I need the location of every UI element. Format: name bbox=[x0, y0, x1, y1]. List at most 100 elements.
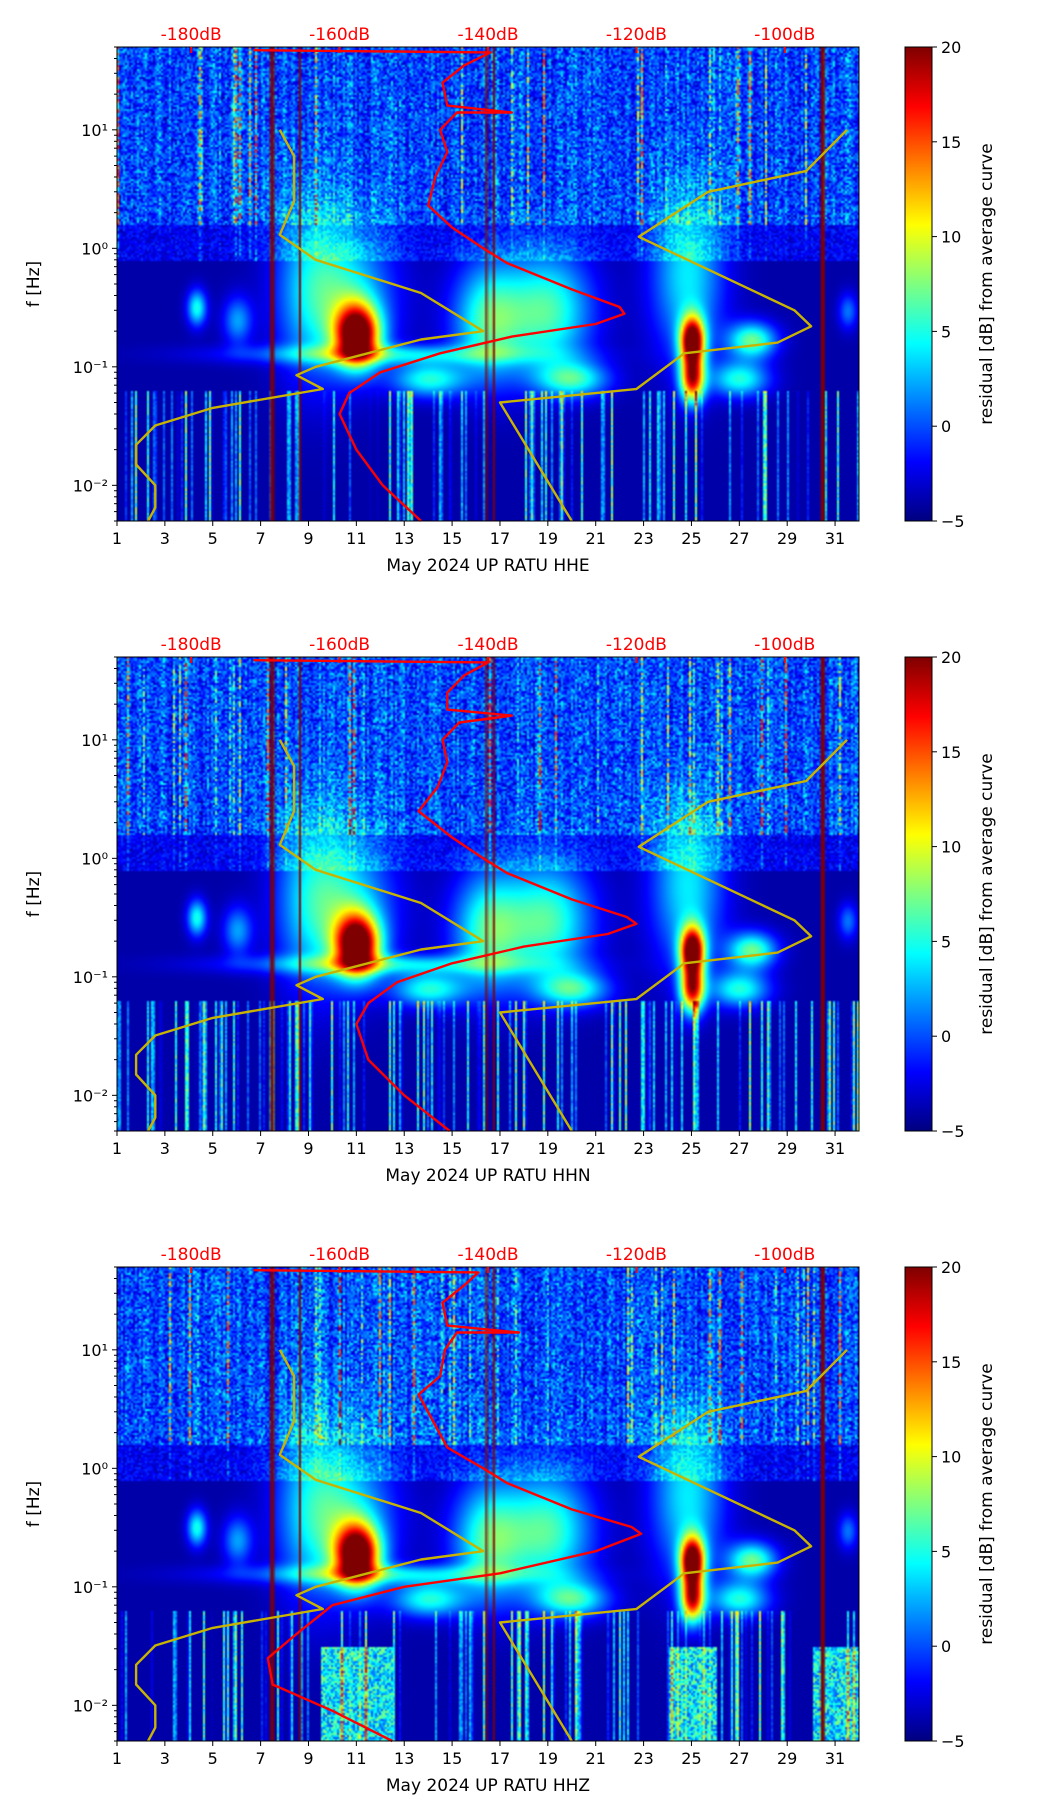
db-tick-label: -140dB bbox=[457, 635, 518, 655]
colorbar-tick-label: 10 bbox=[941, 1448, 961, 1467]
y-tick-label: 10⁻² bbox=[73, 476, 108, 495]
x-tick-label: 19 bbox=[538, 529, 558, 548]
colorbar-label: residual [dB] from average curve bbox=[977, 1363, 997, 1644]
colorbar-tick-label: 0 bbox=[941, 1637, 951, 1656]
colorbar-tick-label: 5 bbox=[941, 1542, 951, 1561]
x-tick-label: 17 bbox=[490, 1749, 510, 1768]
x-tick-label: 21 bbox=[586, 1139, 606, 1158]
x-tick-label: 13 bbox=[394, 529, 414, 548]
db-tick-label: -160dB bbox=[309, 1245, 370, 1265]
x-tick-label: 5 bbox=[208, 1749, 218, 1768]
x-tick-label: 25 bbox=[681, 529, 701, 548]
colorbar-tick-label: 15 bbox=[941, 1353, 961, 1372]
colorbar-label: residual [dB] from average curve bbox=[977, 143, 997, 424]
x-axis-label: May 2024 UP RATU HHE bbox=[386, 556, 589, 576]
colorbar-tick-label: 20 bbox=[941, 38, 961, 57]
db-tick-label: -100dB bbox=[754, 1245, 815, 1265]
colorbar-tick-label: 20 bbox=[941, 1258, 961, 1277]
x-tick-label: 13 bbox=[394, 1749, 414, 1768]
colorbar-tick-label: −5 bbox=[941, 1732, 965, 1751]
db-tick-label: -100dB bbox=[754, 635, 815, 655]
spectrogram-heatmap bbox=[117, 1267, 859, 1741]
x-tick-label: 9 bbox=[303, 1139, 313, 1158]
colorbar-tick-label: 15 bbox=[941, 133, 961, 152]
colorbar-label: residual [dB] from average curve bbox=[977, 753, 997, 1034]
colorbar-tick-label: 5 bbox=[941, 322, 951, 341]
x-tick-label: 3 bbox=[160, 1139, 170, 1158]
spectrogram-panel-hhe: 1 3 5 7 9 11 13 15 17 19 21 23 25 27 29 31 May 2024 UP R… bbox=[0, 0, 1052, 600]
x-tick-label: 9 bbox=[303, 529, 313, 548]
axes-frame bbox=[116, 656, 860, 1132]
x-tick-label: 23 bbox=[633, 1749, 653, 1768]
x-tick-label: 15 bbox=[442, 1139, 462, 1158]
x-tick-label: 7 bbox=[256, 1139, 266, 1158]
x-tick-label: 7 bbox=[256, 529, 266, 548]
y-tick-label: 10¹ bbox=[81, 731, 108, 750]
x-tick-label: 19 bbox=[538, 1749, 558, 1768]
x-tick-label: 1 bbox=[112, 1139, 122, 1158]
x-tick-label: 17 bbox=[490, 1139, 510, 1158]
x-tick-label: 1 bbox=[112, 1749, 122, 1768]
db-tick-label: -100dB bbox=[754, 25, 815, 45]
x-tick-label: 3 bbox=[160, 529, 170, 548]
colorbar-tick-label: −5 bbox=[941, 1122, 965, 1141]
noise-model-curve bbox=[134, 129, 485, 522]
x-tick-label: 27 bbox=[729, 1749, 749, 1768]
x-tick-label: 17 bbox=[490, 529, 510, 548]
x-tick-label: 11 bbox=[346, 529, 366, 548]
y-tick-label: 10⁻¹ bbox=[73, 968, 108, 987]
noise-model-curve bbox=[134, 739, 485, 1132]
x-tick-label: 7 bbox=[256, 1749, 266, 1768]
db-tick-label: -160dB bbox=[309, 25, 370, 45]
colorbar-tick-label: 5 bbox=[941, 932, 951, 951]
colorbar-tick-label: 0 bbox=[941, 417, 951, 436]
y-tick-label: 10¹ bbox=[81, 121, 108, 140]
x-tick-label: 31 bbox=[825, 1749, 845, 1768]
colorbar-tick-label: 15 bbox=[941, 743, 961, 762]
noise-model-curve bbox=[134, 1349, 485, 1742]
colorbar-tick-label: −5 bbox=[941, 512, 965, 531]
noise-model-curve bbox=[498, 1348, 848, 1742]
y-axis-label: f [Hz] bbox=[24, 871, 44, 917]
db-tick-label: -160dB bbox=[309, 635, 370, 655]
x-tick-label: 29 bbox=[777, 1139, 797, 1158]
spectrogram-panel-hhn: 1 3 5 7 9 11 13 15 17 19 21 23 25 27 29 31 May 2024 UP R… bbox=[0, 610, 1052, 1210]
colorbar-tick-label: 20 bbox=[941, 648, 961, 667]
plot-area bbox=[134, 659, 848, 1132]
x-tick-label: 25 bbox=[681, 1749, 701, 1768]
median-psd-curve bbox=[253, 1269, 643, 1743]
x-tick-label: 25 bbox=[681, 1139, 701, 1158]
x-tick-label: 15 bbox=[442, 529, 462, 548]
db-tick-label: -120dB bbox=[606, 1245, 667, 1265]
plot-area bbox=[134, 49, 848, 522]
db-tick-label: -140dB bbox=[457, 1245, 518, 1265]
colorbar bbox=[904, 656, 933, 1132]
y-tick-label: 10⁰ bbox=[81, 849, 108, 868]
y-tick-label: 10⁻¹ bbox=[73, 1578, 108, 1597]
axes-frame bbox=[116, 1266, 860, 1742]
db-tick-label: -120dB bbox=[606, 635, 667, 655]
spectrogram-heatmap bbox=[117, 47, 859, 521]
x-tick-label: 29 bbox=[777, 529, 797, 548]
db-tick-label: -180dB bbox=[161, 25, 222, 45]
x-tick-label: 21 bbox=[586, 529, 606, 548]
noise-model-curve bbox=[498, 128, 848, 522]
spectrogram-heatmap bbox=[117, 657, 859, 1131]
y-tick-label: 10⁰ bbox=[81, 239, 108, 258]
x-tick-label: 27 bbox=[729, 529, 749, 548]
db-tick-label: -140dB bbox=[457, 25, 518, 45]
noise-model-curve bbox=[498, 738, 848, 1132]
y-tick-label: 10¹ bbox=[81, 1341, 108, 1360]
db-tick-label: -180dB bbox=[161, 635, 222, 655]
x-tick-label: 19 bbox=[538, 1139, 558, 1158]
colorbar bbox=[904, 1266, 933, 1742]
colorbar-tick-label: 0 bbox=[941, 1027, 951, 1046]
x-tick-label: 15 bbox=[442, 1749, 462, 1768]
x-axis-label: May 2024 UP RATU HHN bbox=[385, 1166, 590, 1186]
colorbar bbox=[904, 46, 933, 522]
x-tick-label: 31 bbox=[825, 1139, 845, 1158]
x-tick-label: 23 bbox=[633, 1139, 653, 1158]
plot-area bbox=[134, 1269, 848, 1743]
